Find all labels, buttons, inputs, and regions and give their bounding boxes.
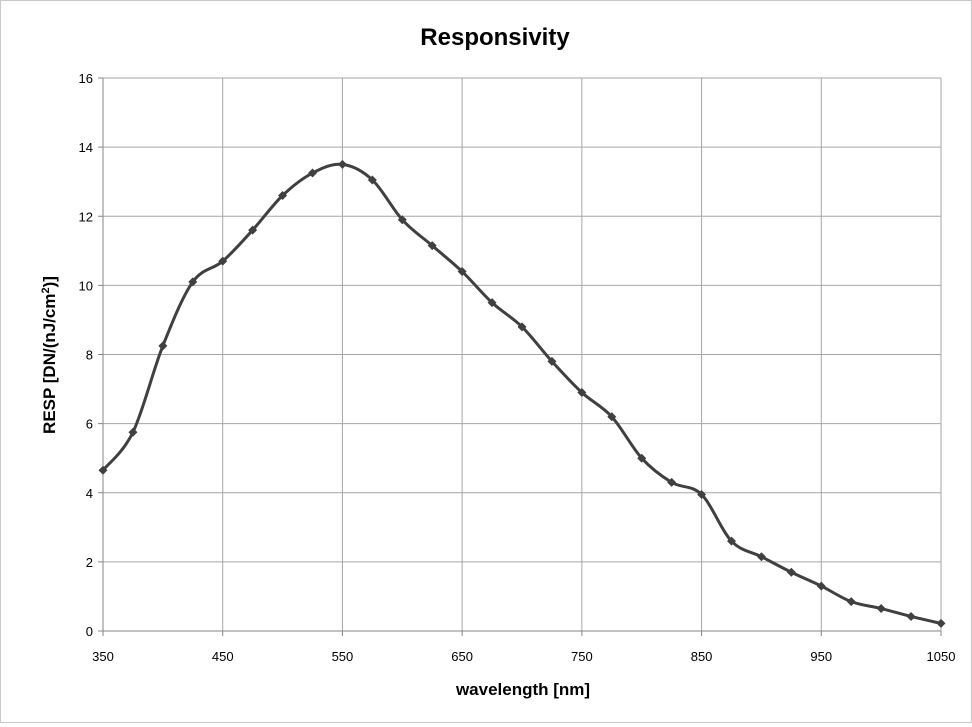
x-tick-label: 550 [332, 649, 354, 664]
data-point-marker [367, 175, 377, 185]
data-point-marker [397, 215, 407, 225]
x-axis-title: wavelength [nm] [455, 680, 590, 699]
series-line [101, 162, 943, 625]
data-point-marker [607, 412, 617, 422]
y-tick-label: 14 [79, 140, 93, 155]
y-axis-title-tail: )] [40, 276, 59, 287]
data-point-marker [517, 322, 527, 332]
y-tick-label: 6 [86, 417, 93, 432]
y-tick-label: 16 [79, 71, 93, 86]
y-tick-label: 12 [79, 209, 93, 224]
data-point-marker [487, 298, 497, 308]
grid [103, 77, 942, 631]
data-point-marker [248, 225, 258, 235]
data-point-marker [218, 256, 228, 266]
y-axis-title: RESP [DN/(nJ/cm2)] [40, 276, 59, 434]
data-point-marker [337, 159, 347, 169]
data-point-marker [906, 611, 916, 621]
data-point-marker [936, 618, 946, 628]
data-point-marker [577, 388, 587, 398]
data-point-marker [756, 552, 766, 562]
data-point-marker [727, 536, 736, 546]
data-point-marker [158, 341, 168, 351]
data-point-marker [876, 604, 886, 614]
data-point-marker [188, 277, 198, 287]
chart-title: Responsivity [420, 24, 570, 51]
data-point-marker [547, 356, 557, 366]
x-tick-label: 350 [92, 649, 114, 664]
x-tick-label: 950 [810, 649, 832, 664]
y-tick-label: 8 [86, 348, 93, 363]
data-point-marker [637, 453, 647, 463]
data-point-marker [128, 427, 138, 437]
x-tick-label: 650 [451, 649, 473, 664]
data-point-marker [98, 465, 108, 475]
x-tick-label: 750 [571, 649, 593, 664]
data-point-marker [427, 241, 437, 251]
x-tick-label: 450 [212, 649, 234, 664]
data-point-marker [278, 191, 288, 201]
data-point-marker [697, 489, 707, 499]
y-axis-title-main: RESP [DN/(nJ/cm [40, 294, 59, 434]
axes [98, 77, 942, 636]
y-axis-title-superscript: 2 [40, 287, 52, 293]
y-tick-label: 2 [86, 555, 93, 570]
tick-labels: 0 2 4 6 8 10 12 14 16 350 450 550 650 750 850 950 1050 [79, 71, 956, 664]
x-tick-label: 1050 [927, 649, 956, 664]
y-tick-label: 10 [79, 278, 93, 293]
data-point-marker [457, 267, 467, 277]
series [98, 159, 946, 628]
data-point-marker [786, 567, 796, 577]
y-tick-label: 4 [86, 486, 93, 501]
data-point-marker [846, 597, 856, 607]
data-point-marker [816, 581, 826, 591]
data-point-marker [308, 168, 317, 178]
y-tick-label: 0 [86, 624, 93, 639]
x-tick-label: 850 [691, 649, 713, 664]
data-point-marker [667, 477, 677, 487]
